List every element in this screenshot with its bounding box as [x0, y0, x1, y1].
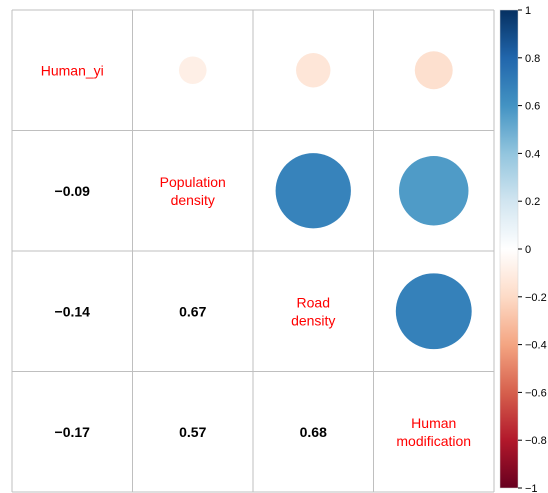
variable-label-line: density [171, 192, 215, 208]
colorbar-tick-label: −0.4 [525, 340, 547, 352]
correlation-circle [414, 51, 453, 90]
colorbar-tick-label: 0 [525, 244, 531, 256]
colorbar-tick-label: 1 [525, 5, 531, 17]
colorbar-tick-label: −0.2 [525, 292, 547, 304]
variable-labels: Human_yi Population density Road density Huma… [41, 62, 471, 449]
grid [11, 9, 495, 493]
colorbar-gradient [499, 9, 519, 489]
colorbar-ticks: 1 0.8 0.6 0.4 0.2 0 −0.2 −0.4 −0.6 −0.8 −1 [518, 5, 547, 493]
variable-label-line: Road [297, 294, 330, 310]
correlation-circle [399, 156, 469, 226]
colorbar-tick-label: −0.6 [525, 387, 547, 399]
variable-label: Population density [160, 174, 226, 208]
variable-label: Human modification [396, 415, 471, 449]
colorbar-tick-label: 0.6 [525, 101, 540, 113]
variable-label: Human_yi [41, 62, 104, 78]
colorbar [499, 9, 519, 489]
correlation-circle [296, 53, 331, 88]
correlation-value: −0.14 [55, 303, 91, 319]
correlation-circle [178, 56, 207, 85]
correlation-circles [178, 51, 472, 350]
correlation-circle [395, 273, 472, 350]
variable-label-line: modification [396, 433, 471, 449]
correlation-value: 0.68 [300, 424, 327, 440]
variable-label-line: density [291, 312, 335, 328]
correlation-values: −0.09 −0.14 −0.17 0.67 0.57 0.68 [55, 183, 328, 440]
colorbar-tick-label: 0.2 [525, 196, 540, 208]
variable-label-line: Human [411, 415, 456, 431]
variable-label-line: Population [160, 174, 226, 190]
colorbar-tick-label: 0.4 [525, 148, 540, 160]
correlation-value: 0.57 [179, 424, 206, 440]
correlation-value: −0.17 [55, 424, 91, 440]
colorbar-tick-label: 0.8 [525, 53, 540, 65]
correlation-value: −0.09 [55, 183, 91, 199]
variable-label: Road density [291, 294, 335, 328]
correlation-circle [275, 153, 351, 229]
colorbar-tick-label: −1 [525, 483, 538, 493]
correlation-value: 0.67 [179, 303, 206, 319]
variable-label-line: Human_yi [41, 62, 104, 78]
colorbar-tick-label: −0.8 [525, 435, 547, 447]
